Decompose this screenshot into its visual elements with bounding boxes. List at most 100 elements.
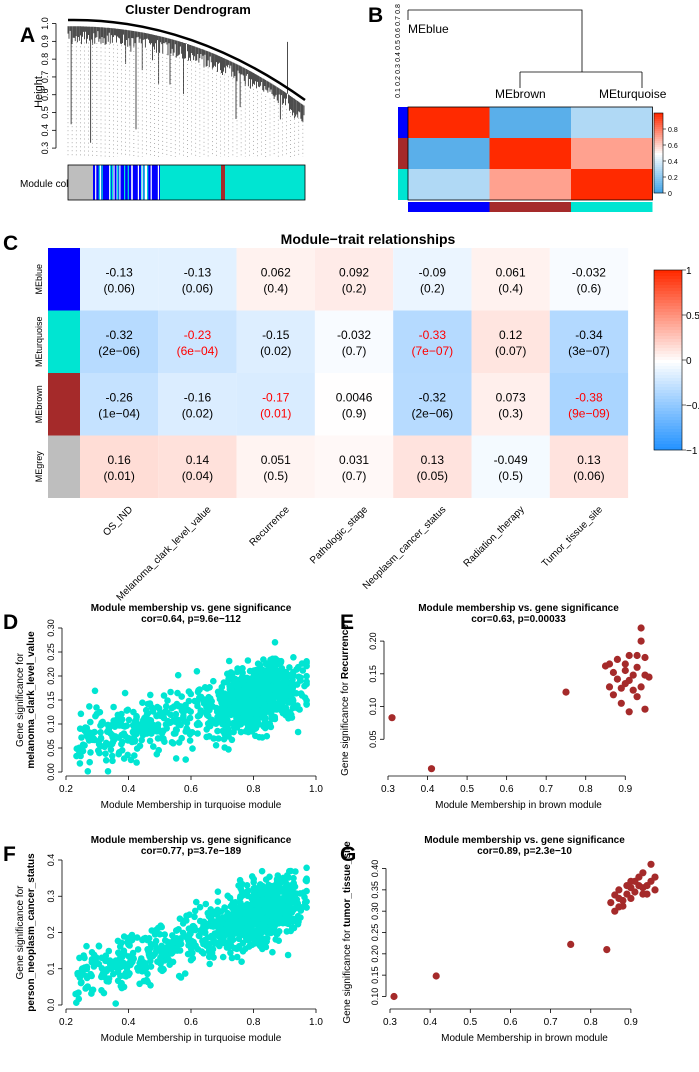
scatter-point — [203, 703, 210, 711]
scatter-point — [252, 918, 260, 926]
scatter-point — [609, 691, 618, 699]
trait-legend-band — [654, 429, 682, 433]
module-color-stripe — [99, 165, 102, 200]
scatter-point — [185, 697, 193, 705]
scatter-y-tick-label: 0.25 — [370, 924, 380, 942]
trait-cell-correlation: -0.049 — [494, 453, 528, 467]
scatter-point — [219, 727, 226, 735]
trait-cell-pvalue: (0.02) — [260, 344, 291, 358]
scatter-point — [210, 735, 217, 742]
eigengene-col-color — [489, 202, 571, 212]
scatter-point — [221, 705, 228, 712]
trait-legend-tick-label: −1 — [686, 446, 698, 457]
trait-legend-band — [654, 384, 682, 388]
scatter-point — [273, 930, 280, 938]
scatter-point — [256, 661, 264, 669]
scatter-point — [277, 908, 285, 915]
trait-heatmap-cell — [393, 248, 472, 311]
scatter-point — [251, 900, 258, 908]
scatter-x-tick-label: 0.8 — [579, 784, 593, 795]
scatter-point — [281, 885, 288, 892]
scatter-point — [76, 954, 83, 962]
scatter-point — [176, 915, 184, 922]
scatter-point — [147, 691, 154, 699]
scatter-point — [278, 667, 285, 674]
scatter-point — [196, 903, 204, 911]
trait-legend-band — [654, 291, 682, 295]
scatter-point — [303, 700, 310, 708]
eigengene-heatmap-cell — [489, 169, 571, 200]
scatter-point — [605, 660, 614, 668]
scatter-point — [134, 964, 141, 972]
eigengene-heatmap-cell — [571, 169, 653, 200]
scatter-point — [97, 734, 105, 742]
scatter-point — [76, 760, 84, 767]
scatter-point — [267, 658, 275, 665]
trait-legend-band — [654, 369, 682, 373]
scatter-point — [227, 942, 234, 949]
scatter-point — [81, 742, 88, 749]
trait-legend-band — [654, 354, 682, 358]
scatter-point — [74, 969, 81, 977]
scatter-point — [293, 890, 300, 897]
eigengene-legend-tick-label: 0.2 — [668, 175, 678, 182]
module-color-stripe — [145, 165, 147, 200]
module-color-stripe — [98, 165, 100, 200]
trait-column-label: Neoplasm_cancer_status — [361, 504, 449, 592]
scatter-point — [232, 705, 239, 712]
scatter-point — [195, 932, 203, 939]
eigengene-dendro-tick: 0.4 — [395, 52, 402, 62]
scatter-point — [126, 938, 134, 945]
trait-column-label: Pathologic_stage — [308, 504, 370, 566]
scatter-point — [88, 990, 95, 997]
trait-cell-pvalue: (0.3) — [498, 406, 523, 420]
scatter-point — [235, 935, 243, 943]
scatter-point — [225, 746, 232, 753]
scatter-point — [633, 651, 641, 660]
scatter-point — [131, 752, 138, 759]
trait-legend-band — [654, 396, 682, 400]
scatter-point — [271, 665, 279, 672]
scatter-point — [235, 927, 242, 935]
scatter-point — [123, 722, 131, 729]
module-color-stripe — [127, 165, 129, 200]
trait-legend-band — [654, 387, 682, 391]
trait-legend-band — [654, 441, 682, 445]
scatter-point — [104, 768, 112, 775]
scatter-point — [605, 683, 614, 691]
scatter-x-tick-label: 0.4 — [122, 1017, 136, 1028]
trait-legend-band — [654, 333, 682, 337]
trait-heatmap-cell — [236, 373, 315, 436]
eigengene-legend-tick-label: 0.6 — [668, 143, 678, 150]
scatter-point — [220, 679, 228, 686]
scatter-point — [161, 738, 168, 745]
scatter-y-tick-label: 0.05 — [46, 739, 56, 757]
scatter-point — [256, 939, 263, 946]
scatter-point — [615, 886, 623, 894]
trait-heatmap-cell — [236, 435, 315, 498]
scatter-point — [115, 949, 122, 956]
scatter-y-tick-label: 0.3 — [46, 890, 56, 903]
scatter-point — [283, 928, 291, 935]
trait-legend-band — [654, 348, 682, 352]
scatter-point — [109, 757, 116, 765]
scatter-point — [603, 946, 611, 954]
scatter-point — [272, 913, 280, 920]
eigengene-legend-band — [654, 137, 663, 140]
module-color-stripe — [143, 165, 145, 200]
scatter-point — [261, 923, 269, 930]
scatter-point — [615, 894, 623, 903]
trait-row-label: MEgrey — [34, 451, 44, 483]
scatter-y-tick-label: 0.00 — [46, 763, 56, 781]
scatter-point — [142, 934, 149, 942]
scatter-point — [619, 902, 627, 910]
scatter-point — [225, 657, 233, 665]
trait-cell-correlation: -0.33 — [419, 328, 447, 342]
panel-e-scatter: Module membership vs. gene significancec… — [340, 603, 653, 811]
trait-column-label: Radiation_therapy — [462, 504, 527, 569]
eigengene-legend-band — [654, 165, 663, 168]
scatter-point — [138, 736, 145, 744]
scatter-point — [98, 987, 105, 994]
scatter-point — [250, 879, 257, 886]
scatter-point — [633, 663, 641, 671]
